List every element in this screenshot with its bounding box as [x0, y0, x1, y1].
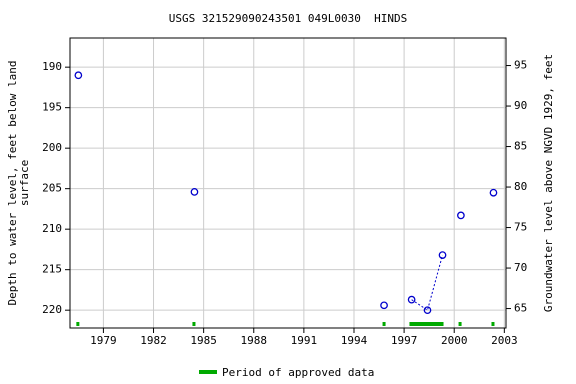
- series-line: [411, 254, 444, 311]
- data-point: [74, 71, 83, 80]
- y-tick-label: 195: [42, 101, 62, 114]
- y2-tick-label: 70: [514, 261, 527, 274]
- legend-label: Period of approved data: [222, 366, 374, 379]
- y-tick-label: 205: [42, 182, 62, 195]
- plot-frame: [69, 37, 507, 329]
- approved-period: [192, 322, 196, 326]
- y-tick-label: 210: [42, 222, 62, 235]
- x-tick-label: 1997: [391, 334, 418, 347]
- data-point: [380, 301, 388, 310]
- y2-tick-label: 65: [514, 302, 527, 315]
- data-point: [407, 295, 416, 304]
- chart-title: USGS 321529090243501 049L0030 HINDS: [169, 12, 407, 25]
- approved-period: [491, 322, 495, 326]
- data-point: [438, 251, 447, 259]
- x-tick-label: 1979: [90, 334, 117, 347]
- x-tick-label: 1994: [341, 334, 368, 347]
- y2-axis-label: Groundwater level above NGVD 1929, feet: [542, 54, 555, 312]
- approved-period: [409, 322, 444, 326]
- y2-tick-label: 80: [514, 180, 527, 193]
- y-tick-label: 190: [42, 60, 62, 73]
- x-tick-label: 1985: [190, 334, 217, 347]
- approved-period: [382, 322, 386, 326]
- data-point: [457, 211, 465, 220]
- y-axis-label: Depth to water level, feet below land: [6, 60, 19, 305]
- x-tick-label: 1982: [140, 334, 167, 347]
- x-tick-label: 1991: [291, 334, 318, 347]
- y2-tick-label: 90: [514, 99, 527, 112]
- y2-tick-label: 85: [514, 140, 527, 153]
- x-tick-label: 2000: [441, 334, 468, 347]
- data-point: [190, 188, 199, 196]
- y2-tick-label: 95: [514, 59, 527, 72]
- y-tick-label: 220: [42, 303, 62, 316]
- x-tick-label: 2003: [491, 334, 518, 347]
- y-axis-label: surface: [18, 160, 31, 206]
- y-tick-label: 215: [42, 263, 62, 276]
- y2-tick-label: 75: [514, 221, 527, 234]
- data-point: [489, 188, 498, 197]
- approved-period: [458, 322, 462, 326]
- approved-period: [76, 322, 80, 326]
- y-tick-label: 200: [42, 141, 62, 154]
- x-tick-label: 1988: [241, 334, 268, 347]
- data-point: [423, 306, 432, 315]
